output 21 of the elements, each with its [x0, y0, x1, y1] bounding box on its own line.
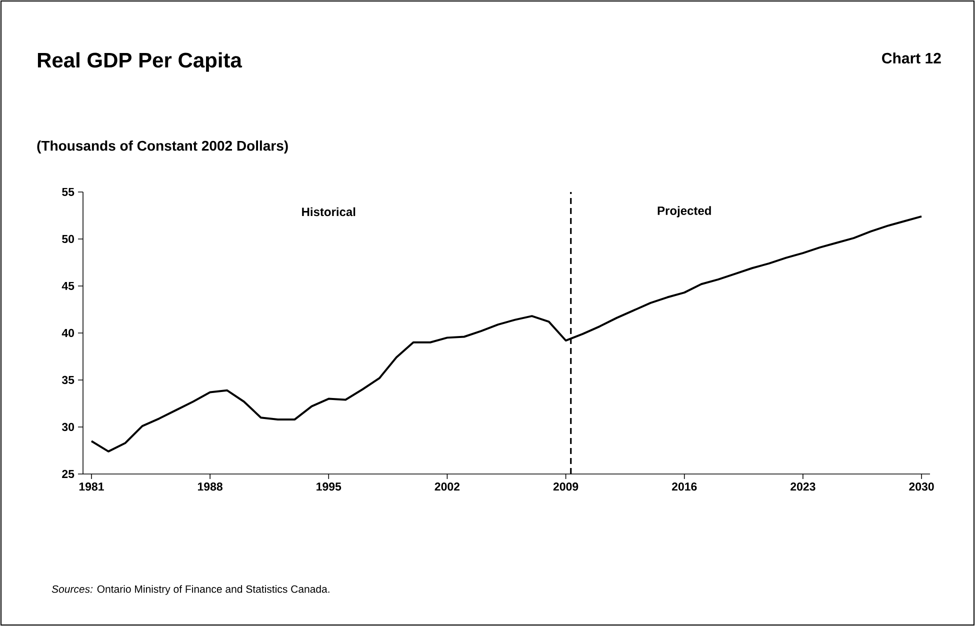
x-tick-label: 2030: [909, 482, 934, 491]
x-tick-label: 2023: [790, 482, 816, 491]
y-tick-label: 55: [62, 188, 74, 196]
y-tick-label: 40: [62, 328, 74, 338]
y-tick-label: 35: [62, 376, 74, 384]
y-tick-label: 45: [62, 282, 74, 290]
y-tick-label: 25: [62, 470, 74, 478]
y-tick-label: 50: [62, 234, 74, 244]
text: Sources: Ontario Ministry of Finance and Statistics Canada.: [52, 585, 330, 595]
x-tick-label: 2009: [553, 482, 578, 491]
annotation: Historical: [302, 207, 356, 216]
x-tick-label: 1981: [79, 482, 104, 491]
annotation: Projected: [658, 206, 711, 218]
y-tick-label: 30: [62, 422, 74, 432]
x-tick-label: 2002: [434, 482, 460, 491]
chart-title: Real GDP Per Capita: [38, 52, 242, 72]
x-tick-label: 1988: [198, 482, 222, 491]
y-axis-title: (Thousands of Constant 2002 Dollars): [37, 140, 288, 154]
x-tick-label: 1995: [316, 482, 342, 491]
caption: Chart 12: [882, 52, 941, 64]
x-tick-label: 2016: [672, 482, 697, 491]
